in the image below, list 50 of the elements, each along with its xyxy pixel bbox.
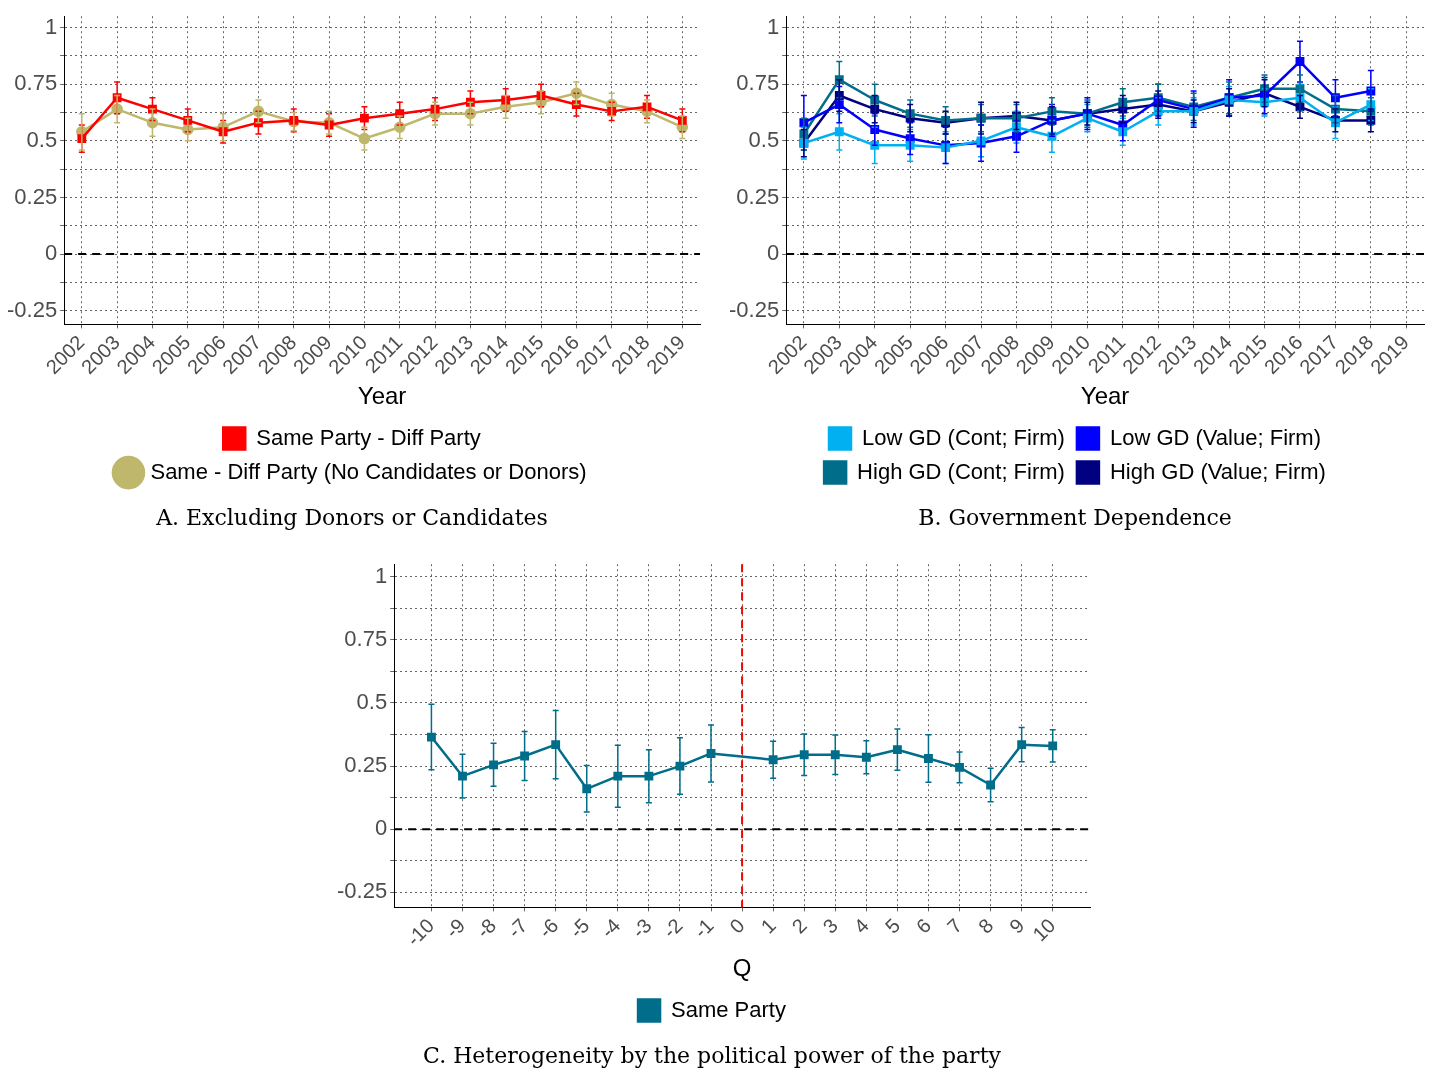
x-tick-label: -4 [596, 914, 625, 943]
x-tick-label: -5 [565, 914, 594, 943]
legend-label: Same Party [671, 996, 786, 1022]
x-tick-label: 2 [787, 914, 811, 938]
x-axis-title: Year [1080, 381, 1130, 409]
legend-label: Low GD (Value; Firm) [1109, 424, 1321, 450]
y-tick-label: 0 [766, 240, 780, 266]
x-tick-label: 9 [1004, 914, 1029, 938]
y-tick-label: 0.75 [736, 70, 780, 96]
y-tick-label: -0.25 [728, 296, 780, 322]
y-tick-label: 0.25 [344, 752, 388, 778]
y-tick-label: 0.5 [26, 126, 58, 152]
x-tick-label: -2 [658, 914, 687, 943]
text: B. Government Dependence [918, 504, 1232, 530]
x-tick-label: 5 [880, 914, 905, 938]
x-tick-label: -10 [402, 914, 439, 951]
x-tick-label: 3 [818, 914, 842, 938]
x-tick-label: 6 [911, 914, 936, 938]
y-tick-label: 0.75 [344, 625, 388, 651]
x-tick-label: 8 [973, 914, 998, 938]
y-tick-label: 1 [44, 13, 58, 39]
text: C. Heterogeneity by the political power of the party [423, 1042, 1002, 1068]
x-tick-label: -1 [689, 914, 718, 943]
y-tick-label: 0.25 [736, 183, 780, 209]
x-tick-label: -6 [534, 914, 563, 943]
x-tick-label: -8 [472, 914, 501, 943]
x-tick-label: -9 [441, 914, 470, 943]
legend-label: Low GD (Cont; Firm) [862, 424, 1065, 450]
legend-label: Same - Diff Party (No Candidates or Donors) [150, 458, 587, 484]
y-tick-label: 0.5 [748, 126, 780, 152]
x-axis-title: Year [357, 381, 407, 409]
y-tick-label: 0.75 [14, 70, 58, 96]
x-tick-label: -7 [503, 914, 532, 943]
x-axis-title: Q [732, 953, 752, 981]
legend-label: High GD (Cont; Firm) [857, 458, 1065, 484]
y-tick-label: 0 [374, 815, 388, 841]
y-tick-label: 0 [44, 240, 58, 266]
y-tick-label: 0.5 [356, 689, 388, 715]
y-tick-label: -0.25 [336, 878, 388, 904]
x-tick-label: 4 [849, 914, 874, 938]
y-tick-label: 0.25 [14, 183, 58, 209]
legend-label: High GD (Value; Firm) [1109, 458, 1326, 484]
legend-label: Same Party - Diff Party [256, 424, 481, 450]
x-tick-label: 7 [942, 914, 967, 938]
x-tick-label: 10 [1028, 914, 1060, 946]
x-tick-label: -3 [627, 914, 656, 943]
y-tick-label: 1 [374, 562, 388, 588]
y-tick-label: 1 [766, 13, 780, 39]
y-tick-label: -0.25 [6, 296, 58, 322]
text: A. Excluding Donors or Candidates [155, 504, 548, 530]
